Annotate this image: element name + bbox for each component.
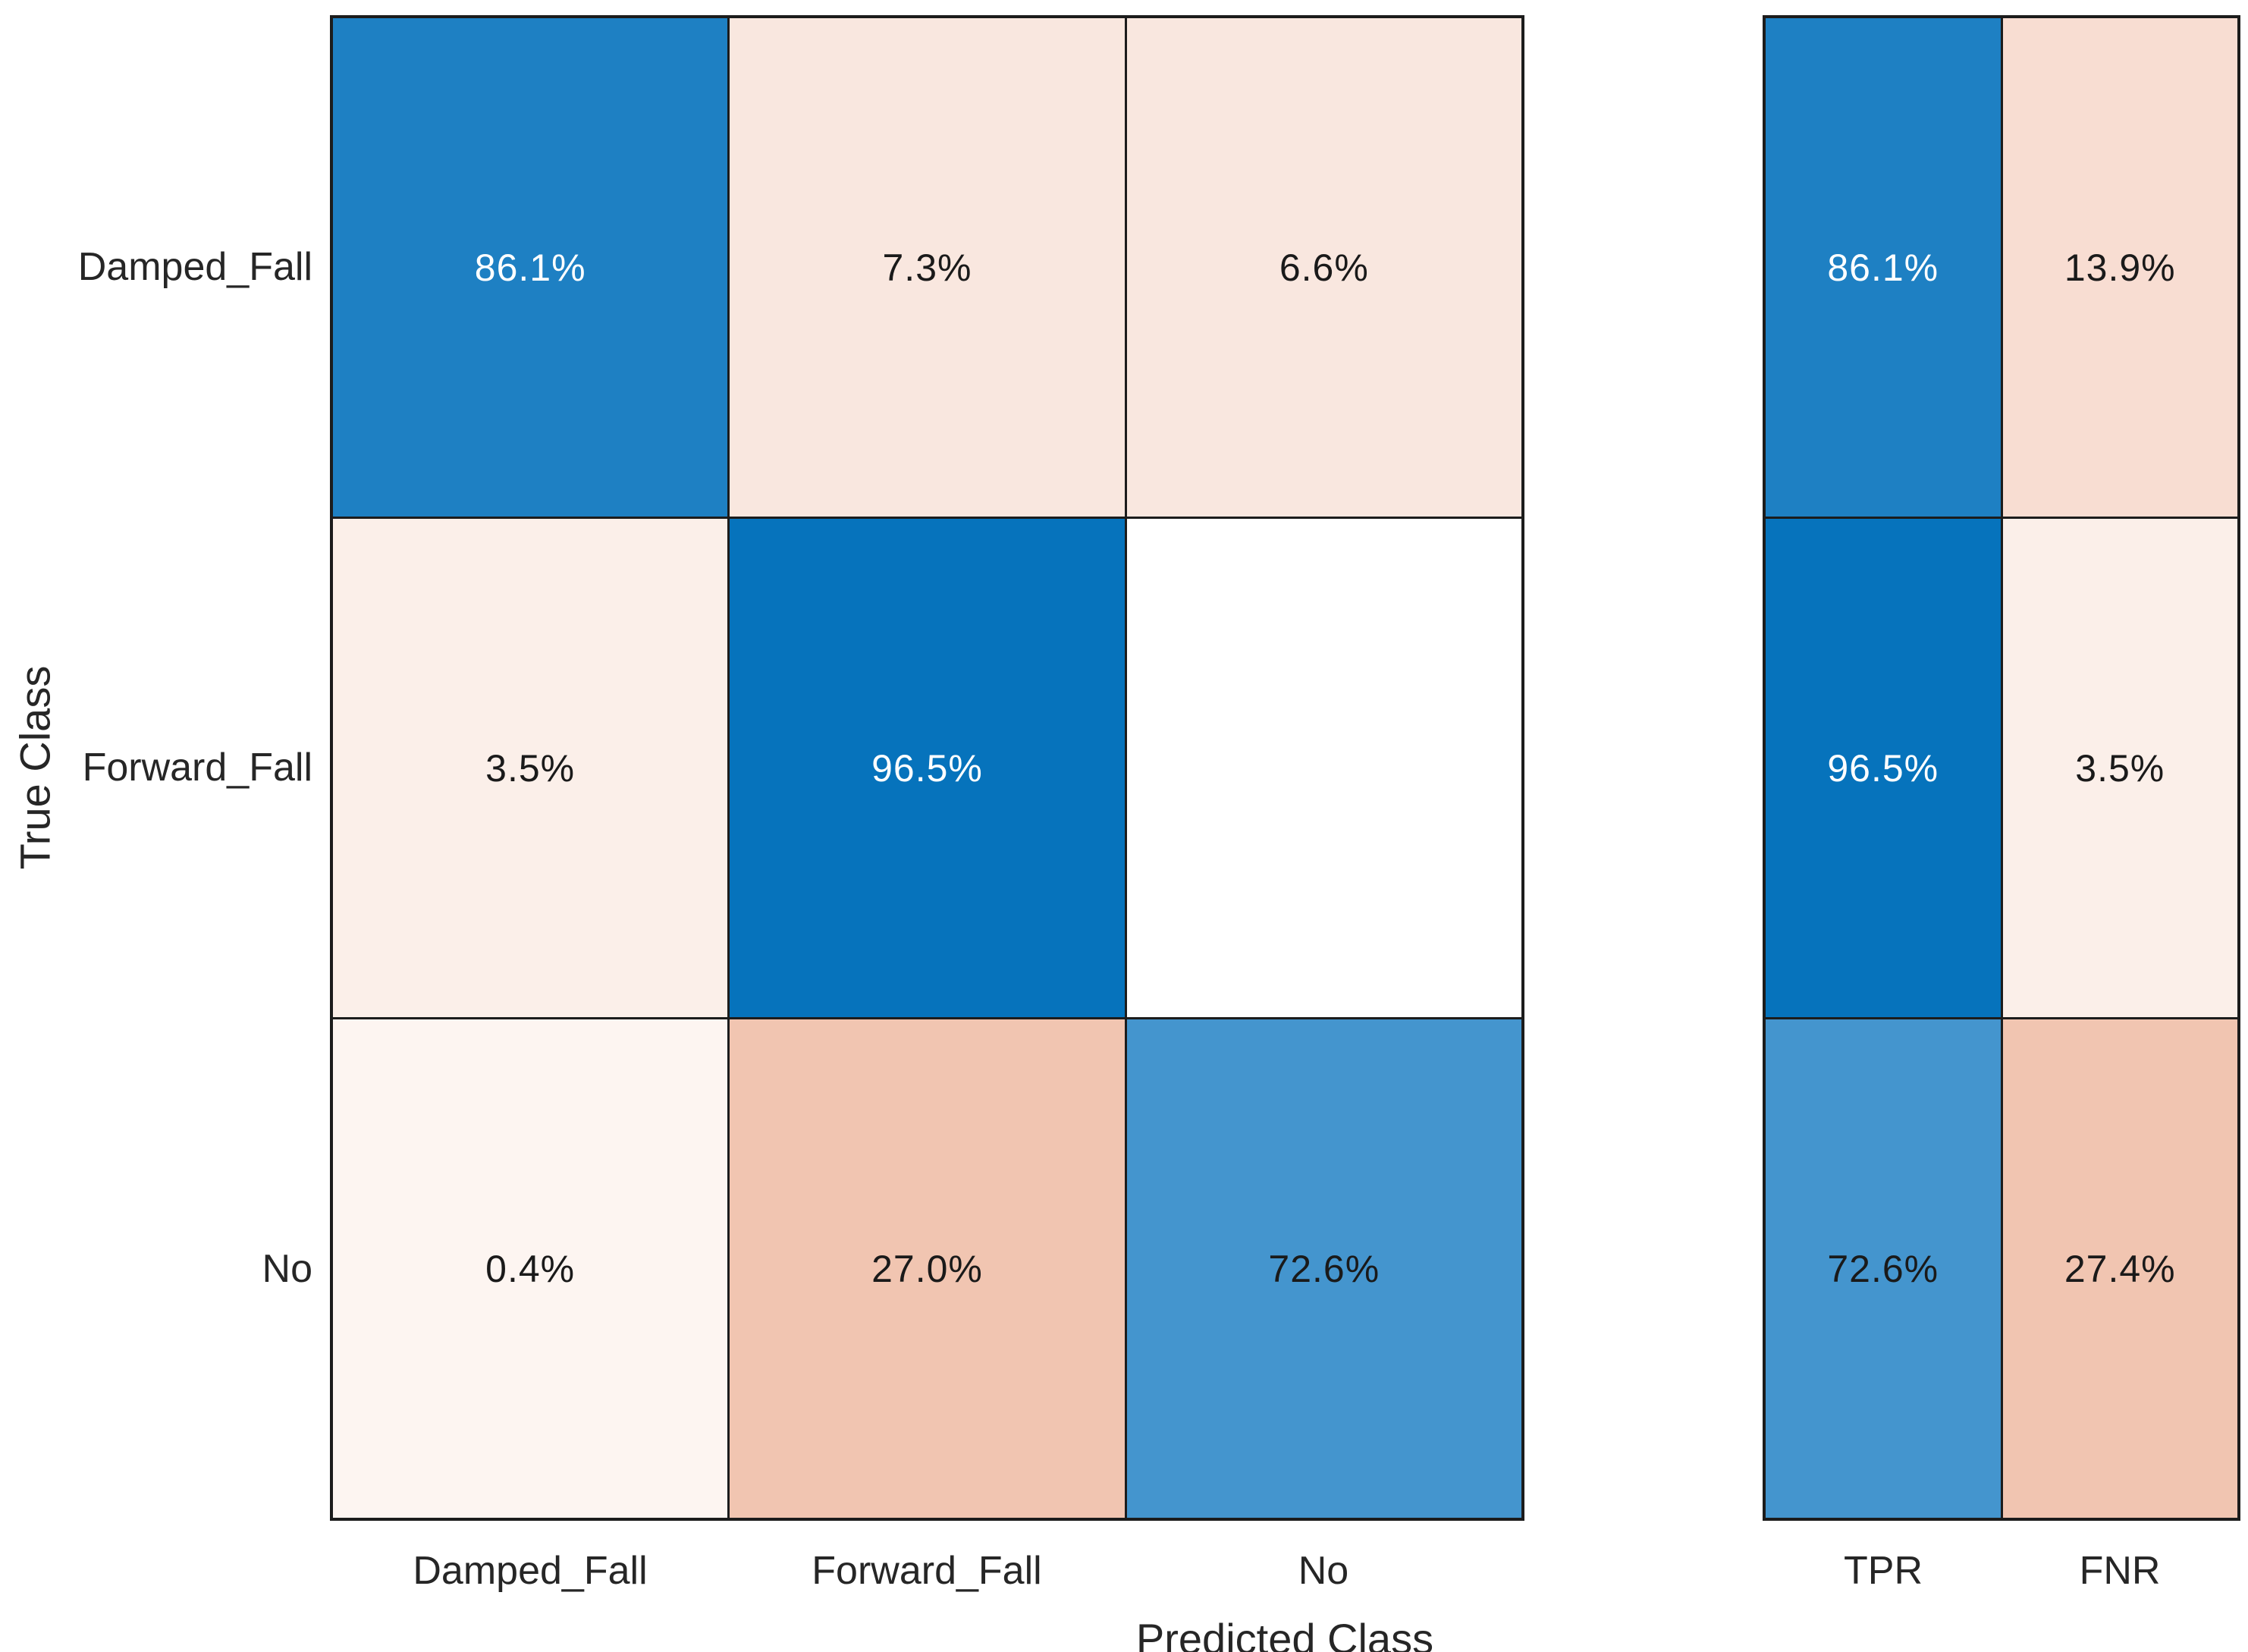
row-label-damped-fall: Damped_Fall xyxy=(77,245,312,289)
col-label-no: No xyxy=(1298,1549,1349,1593)
summary-r0-fnr: 13.9% xyxy=(2002,18,2237,517)
summary-r0-tpr: 86.1% xyxy=(1766,18,2001,517)
cell-r2c0: 0.4% xyxy=(333,1019,728,1518)
col-label-fnr: FNR xyxy=(2079,1549,2161,1593)
summary-r1-tpr: 96.5% xyxy=(1766,519,2001,1017)
col-label-forward-fall: Forward_Fall xyxy=(812,1549,1042,1593)
confusion-matrix-grid: 86.1% 7.3% 6.6% 3.5% 96.5% 0.4% 27.0% 72… xyxy=(330,15,1524,1521)
cell-r2c2: 72.6% xyxy=(1126,1019,1521,1518)
cell-r1c2 xyxy=(1126,519,1521,1017)
cell-r0c2: 6.6% xyxy=(1126,18,1521,517)
row-label-forward-fall: Forward_Fall xyxy=(82,746,312,790)
col-label-tpr: TPR xyxy=(1844,1549,1923,1593)
cell-r0c1: 7.3% xyxy=(730,18,1125,517)
summary-grid: 86.1% 13.9% 96.5% 3.5% 72.6% 27.4% xyxy=(1763,15,2240,1521)
col-label-damped-fall: Damped_Fall xyxy=(413,1549,648,1593)
x-axis-label: Predicted Class xyxy=(1135,1615,1434,1652)
cell-r1c1: 96.5% xyxy=(730,519,1125,1017)
cell-r0c0: 86.1% xyxy=(333,18,728,517)
row-label-no: No xyxy=(262,1247,312,1291)
summary-r2-tpr: 72.6% xyxy=(1766,1019,2001,1518)
summary-r1-fnr: 3.5% xyxy=(2002,519,2237,1017)
cell-r1c0: 3.5% xyxy=(333,519,728,1017)
summary-r2-fnr: 27.4% xyxy=(2002,1019,2237,1518)
cell-r2c1: 27.0% xyxy=(730,1019,1125,1518)
